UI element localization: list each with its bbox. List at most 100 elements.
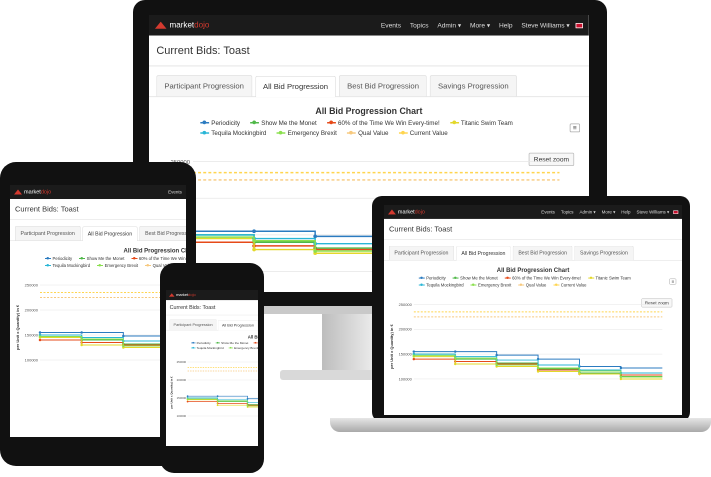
reset-zoom-button[interactable]: Reset zoom [528,152,575,166]
legend-item[interactable]: Current Value [398,129,448,137]
data-point[interactable] [495,363,498,367]
data-point[interactable] [536,370,540,373]
legend-item[interactable]: Qual Value [518,283,546,288]
legend-item[interactable]: Tequila Mockingbird [191,346,224,350]
data-point[interactable] [246,405,249,407]
legend-item[interactable]: Show Me the Monet [452,276,498,281]
data-point[interactable] [80,337,83,341]
data-point[interactable] [38,338,42,342]
legend-item[interactable]: Qual Value [145,263,173,268]
flag-icon[interactable] [575,22,583,28]
legend-item[interactable]: 60% of the Time We Win Every-time! [504,276,581,281]
tab-1[interactable]: All Bid Progression [218,319,258,331]
nav-item-1[interactable]: Topics [409,21,429,29]
tab-2[interactable]: Best Bid Progression [512,245,573,261]
tab-2[interactable]: Best Bid Progression [339,75,428,97]
tab-1[interactable]: All Bid Progression [254,75,337,98]
reset-zoom-button[interactable]: Reset zoom [641,298,673,308]
nav-item-2[interactable]: Admin ▾ [579,209,596,215]
data-point[interactable] [453,350,457,353]
data-point[interactable] [578,369,581,373]
legend-item[interactable]: Periodicity [191,341,211,345]
data-point[interactable] [412,354,416,357]
data-point[interactable] [216,399,219,402]
legend-item[interactable]: Show Me the Monet [215,341,248,345]
nav-item-4[interactable]: Help [621,209,631,215]
tab-0[interactable]: Participant Progression [156,75,253,97]
nav-item-3[interactable]: More ▾ [469,21,491,29]
data-point[interactable] [536,366,540,370]
logo[interactable]: marketdojo [154,21,209,30]
legend-item[interactable]: Show Me the Monet [79,256,124,261]
legend-item[interactable]: Tequila Mockingbird [200,129,266,137]
data-point[interactable] [495,353,498,357]
data-point[interactable] [122,334,125,338]
legend-item[interactable]: Tequila Mockingbird [45,263,90,268]
legend-item[interactable]: Current Value [553,283,587,288]
data-point[interactable] [246,397,249,400]
tab-3[interactable]: Savings Progression [429,75,517,97]
data-point[interactable] [216,404,219,407]
data-point[interactable] [619,377,623,381]
logo[interactable]: marketdojo [168,293,196,297]
data-point[interactable] [186,400,189,403]
data-point[interactable] [619,375,623,379]
nav-item-0[interactable]: Events [541,209,555,215]
flag-icon[interactable] [673,210,679,214]
legend-item[interactable]: Emergency Brexit [97,263,138,268]
tab-0[interactable]: Participant Progression [169,319,217,330]
legend-item[interactable]: Titanic Swim Team [588,276,631,281]
legend-item[interactable]: Tequila Mockingbird [418,283,464,288]
tab-0[interactable]: Participant Progression [388,245,454,261]
data-point[interactable] [578,372,581,376]
chart-menu-icon[interactable]: ≡ [669,278,677,285]
nav-item-2[interactable]: Admin ▾ [437,21,462,29]
legend-item[interactable]: Periodicity [200,119,240,126]
data-point[interactable] [252,229,256,234]
nav-item-1[interactable]: Topics [560,209,574,215]
data-point[interactable] [186,398,189,400]
tab-2[interactable]: Best Bid Progression [139,226,186,241]
legend-item[interactable]: Emergency Brexit [470,283,511,288]
nav-item-5[interactable]: Steve Williams ▾ [636,209,670,215]
data-point[interactable] [453,356,457,360]
legend-item[interactable]: 60% of the Time We Win Every-time! [131,256,186,261]
nav-item-0[interactable]: Events [168,189,182,195]
data-point[interactable] [216,395,219,398]
data-point[interactable] [122,344,125,348]
nav-item-3[interactable]: More ▾ [601,209,616,215]
tab-3[interactable]: Savings Progression [574,245,634,261]
legend-item[interactable]: Periodicity [45,256,72,261]
data-point[interactable] [80,331,83,334]
legend-item[interactable]: Emergency Brexit [276,129,337,137]
legend-item[interactable]: 60% of the Time We Win Every-time! [253,341,258,345]
nav-item-4[interactable]: Help [498,21,513,29]
logo[interactable]: marketdojo [14,189,51,195]
logo[interactable]: marketdojo [387,209,425,215]
tab-1[interactable]: All Bid Progression [455,246,511,261]
nav-item-5[interactable]: Steve Williams ▾ [521,21,570,29]
legend-item[interactable]: 60% of the Time We Win Every-time! [326,119,440,126]
legend-item[interactable]: Emergency Brexit [228,346,258,350]
data-point[interactable] [619,366,623,370]
legend-item[interactable]: Show Me the Monet [250,119,317,126]
legend-item[interactable]: Periodicity [418,276,446,281]
legend-swatch [588,276,595,280]
data-point[interactable] [186,395,189,398]
data-point[interactable] [412,357,416,361]
data-point[interactable] [252,238,256,243]
legend-item[interactable]: Titanic Swim Team [449,119,513,126]
data-point[interactable] [80,343,83,347]
data-point[interactable] [252,247,256,252]
data-point[interactable] [412,350,416,353]
chart-menu-icon[interactable]: ≡ [569,123,581,133]
data-point[interactable] [313,234,317,239]
data-point[interactable] [313,249,317,253]
data-point[interactable] [38,331,42,334]
tab-0[interactable]: Participant Progression [15,226,81,241]
tab-1[interactable]: All Bid Progression [82,226,138,241]
data-point[interactable] [453,362,457,366]
nav-item-0[interactable]: Events [380,21,402,29]
data-point[interactable] [38,335,42,338]
legend-item[interactable]: Qual Value [347,129,388,137]
